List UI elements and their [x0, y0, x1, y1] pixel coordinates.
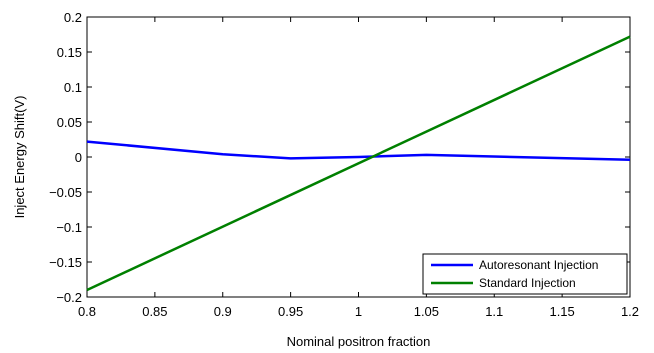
- x-tick-label: 0.8: [78, 304, 96, 319]
- series-lines: [86, 35, 631, 292]
- y-tick-label: −0.1: [56, 220, 82, 235]
- y-tick-label: 0.15: [57, 45, 82, 60]
- x-tick-label: 0.85: [142, 304, 167, 319]
- x-tick-label: 0.9: [214, 304, 232, 319]
- y-tick-label: −0.15: [49, 255, 82, 270]
- x-axis-label: Nominal positron fraction: [287, 334, 431, 349]
- series-line-1: [86, 140, 631, 162]
- y-tick-label: −0.2: [56, 290, 82, 305]
- y-tick-label: 0.05: [57, 115, 82, 130]
- y-axis-label: Inject Energy Shift(V): [12, 96, 27, 219]
- y-tick-label: 0.2: [64, 10, 82, 25]
- x-tick-label: 0.95: [278, 304, 303, 319]
- x-tick-label: 1.1: [485, 304, 503, 319]
- y-tick-label: 0.1: [64, 80, 82, 95]
- series-line-2: [86, 35, 631, 292]
- x-tick-label: 1.05: [414, 304, 439, 319]
- x-tick-label: 1.15: [549, 304, 574, 319]
- legend-label: Autoresonant Injection: [479, 258, 598, 272]
- y-tick-label: 0: [75, 150, 82, 165]
- legend: Autoresonant Injection Standard Injection: [422, 253, 628, 295]
- x-tick-label: 1.2: [621, 304, 639, 319]
- legend-label: Standard Injection: [479, 276, 576, 290]
- y-tick-label: −0.05: [49, 185, 82, 200]
- legend-box: [422, 253, 628, 295]
- x-tick-label: 1: [355, 304, 362, 319]
- ticks: 0.8 0.85 0.9 0.95 1 1.05 1.1 1.15 1.2 0.2 0.15 0.1 0…: [49, 10, 639, 319]
